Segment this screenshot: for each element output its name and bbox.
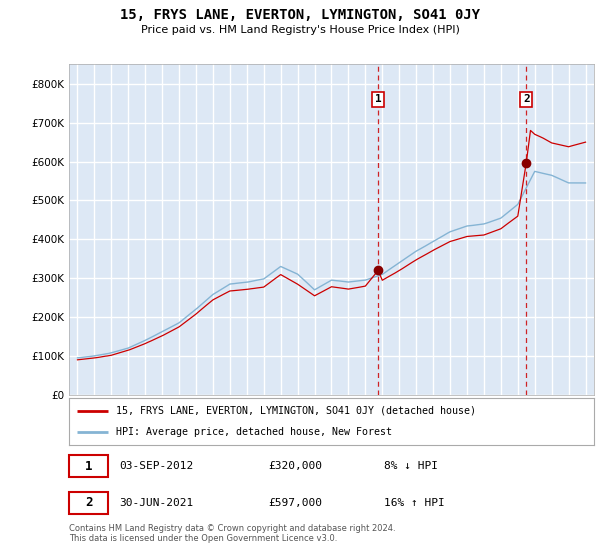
Text: 30-JUN-2021: 30-JUN-2021: [119, 498, 193, 507]
Text: 8% ↓ HPI: 8% ↓ HPI: [384, 461, 438, 471]
FancyBboxPatch shape: [69, 492, 109, 514]
Text: Contains HM Land Registry data © Crown copyright and database right 2024.
This d: Contains HM Land Registry data © Crown c…: [69, 524, 395, 543]
Text: £320,000: £320,000: [269, 461, 323, 471]
FancyBboxPatch shape: [69, 455, 109, 477]
Text: 15, FRYS LANE, EVERTON, LYMINGTON, SO41 0JY (detached house): 15, FRYS LANE, EVERTON, LYMINGTON, SO41 …: [116, 406, 476, 416]
Text: 1: 1: [374, 95, 382, 104]
Text: 2: 2: [85, 496, 92, 509]
Text: 15, FRYS LANE, EVERTON, LYMINGTON, SO41 0JY: 15, FRYS LANE, EVERTON, LYMINGTON, SO41 …: [120, 8, 480, 22]
Text: 2: 2: [523, 95, 530, 104]
Text: 1: 1: [85, 460, 92, 473]
Text: 03-SEP-2012: 03-SEP-2012: [119, 461, 193, 471]
Text: Price paid vs. HM Land Registry's House Price Index (HPI): Price paid vs. HM Land Registry's House …: [140, 25, 460, 35]
Text: £597,000: £597,000: [269, 498, 323, 507]
Text: 16% ↑ HPI: 16% ↑ HPI: [384, 498, 445, 507]
Text: HPI: Average price, detached house, New Forest: HPI: Average price, detached house, New …: [116, 427, 392, 437]
